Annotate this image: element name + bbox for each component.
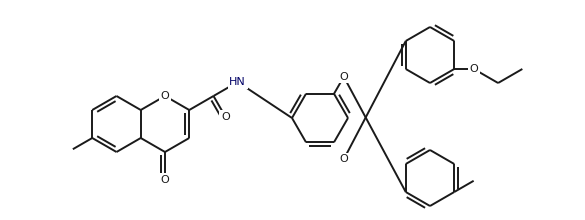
Text: O: O [221,112,230,122]
Text: O: O [339,72,348,82]
Text: HN: HN [229,77,246,87]
Text: O: O [161,91,170,101]
Text: O: O [339,154,348,164]
Text: O: O [470,64,478,74]
Text: O: O [161,175,170,185]
